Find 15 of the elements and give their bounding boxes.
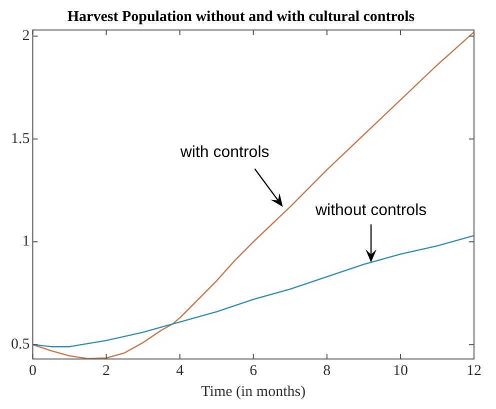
- x-axis-title: Time (in months): [201, 384, 306, 400]
- y-tick-label: 1: [22, 234, 30, 250]
- x-tick-label: 10: [392, 362, 408, 379]
- x-tick-label: 8: [323, 362, 331, 379]
- x-tick-label: 2: [102, 362, 110, 379]
- y-tick-label: 1.5: [11, 130, 30, 147]
- chart-title: Harvest Population without and with cultural controls: [67, 8, 415, 25]
- annotation: without controls: [314, 202, 427, 219]
- x-tick-label: 4: [176, 362, 184, 379]
- y-tick-label: 2: [22, 28, 30, 44]
- x-tick-label: 0: [29, 362, 36, 379]
- x-tick-label: 12: [466, 362, 482, 379]
- x-tick-label: 6: [250, 362, 258, 379]
- annotation: with controls: [179, 144, 270, 162]
- y-tick-label: 0.5: [11, 336, 30, 353]
